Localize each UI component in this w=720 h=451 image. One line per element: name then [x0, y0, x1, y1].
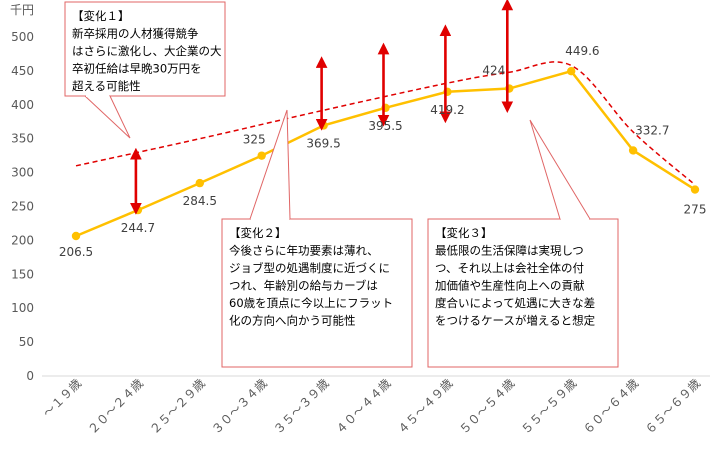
x-tick-label: ～１９歳 — [40, 376, 84, 420]
y-tick-label: 500 — [11, 30, 34, 44]
callout-line: 卒初任給は早晩30万円を — [72, 62, 202, 76]
callout-line: 超える可能性 — [72, 79, 141, 93]
x-tick-label: ３５～３９歳 — [271, 376, 332, 437]
data-labels: 206.5 244.7 284.5 325 369.5 395.5 419.2 424 449.… — [59, 44, 707, 259]
data-label: 275 — [684, 203, 707, 217]
x-tick-label: ６５～６９歳 — [642, 376, 703, 437]
y-tick-label: 50 — [19, 335, 34, 349]
y-axis-unit-label: 千円 — [10, 3, 34, 17]
callout-pointer — [249, 109, 291, 220]
x-tick-label: ４５～４９歳 — [395, 376, 456, 437]
x-tick-label: ６０～６４歳 — [580, 376, 641, 437]
data-label: 449.6 — [565, 44, 599, 58]
salary-point — [628, 146, 638, 155]
x-tick-label: ２５～２９歳 — [147, 376, 208, 437]
salary-point — [71, 231, 81, 241]
x-tick-label: ３０～３４歳 — [209, 376, 270, 437]
y-tick-label: 100 — [11, 301, 34, 315]
callout-1: 【変化１】新卒採用の人材獲得競争はさらに激化し、大企業の大卒初任給は早晩30万円… — [64, 1, 226, 139]
callout-line: をつけるケースが増えると想定 — [435, 314, 596, 328]
data-label: 332.7 — [635, 123, 669, 137]
callout-2: 【変化２】今後さらに年功要素は薄れ、ジョブ型の処遇制度に近づくにつれ、年齢別の給… — [221, 109, 413, 368]
data-label: 424 — [482, 64, 505, 78]
x-tick-label: ５５～５９歳 — [518, 376, 579, 437]
y-tick-label: 150 — [11, 267, 34, 281]
x-tick-label: ２０～２４歳 — [85, 376, 146, 437]
callout-box — [64, 1, 226, 97]
data-label: 206.5 — [59, 245, 93, 259]
callout-pointer — [84, 95, 131, 139]
callout-line: 最低限の生活保障は実現しつ — [435, 244, 584, 258]
callout-line: 60歳を頂点に今以上にフラット — [229, 296, 393, 310]
salary-point — [567, 66, 576, 76]
change-arrows — [130, 0, 514, 215]
callout-line: 度合いによって処遇に大きな差 — [435, 296, 595, 310]
callout-line: 【変化３】 — [435, 226, 493, 240]
y-tick-label: 200 — [11, 233, 34, 247]
callout-line: 新卒採用の人材獲得競争 — [72, 27, 199, 41]
callout-line: 今後さらに年功要素は薄れ、 — [229, 244, 379, 258]
callout-line: つれ、年齢別の給与カーブは — [229, 279, 378, 293]
data-label: 284.5 — [183, 194, 217, 208]
x-axis-ticks: ～１９歳 ２０～２４歳 ２５～２９歳 ３０～３４歳 ３５～３９歳 ４０～４４歳 ４５～４９歳… — [40, 376, 703, 437]
y-tick-label: 250 — [11, 200, 34, 214]
y-tick-label: 350 — [11, 132, 34, 146]
callout-line: はさらに激化し、大企業の大 — [72, 44, 222, 58]
data-label: 325 — [243, 133, 266, 147]
callout-line: 加価値や生産性向上への貢献 — [435, 279, 585, 293]
data-label: 419.2 — [430, 103, 464, 117]
callout-line: 化の方向へ向かう可能性 — [229, 314, 356, 328]
salary-point — [195, 178, 204, 188]
callout-line: 【変化２】 — [229, 226, 287, 240]
y-tick-label: 0 — [26, 369, 34, 383]
data-label: 395.5 — [368, 119, 402, 133]
callout-line: 【変化１】 — [72, 9, 130, 23]
salary-point — [690, 185, 700, 194]
y-tick-label: 400 — [11, 98, 34, 112]
projected-curve — [75, 61, 696, 186]
data-label: 369.5 — [306, 136, 340, 150]
y-tick-label: 450 — [11, 64, 34, 78]
salary-point — [257, 151, 266, 160]
callout-line: ジョブ型の処遇制度に近づくに — [229, 261, 390, 275]
callout-pointer — [529, 119, 591, 220]
x-tick-label: ４０～４４歳 — [333, 376, 394, 437]
callouts: 【変化１】新卒採用の人材獲得競争はさらに激化し、大企業の大卒初任給は早晩30万円… — [64, 1, 619, 368]
x-tick-label: ５０～５４歳 — [457, 376, 518, 437]
callout-box — [221, 218, 413, 368]
projected-curve-line — [75, 61, 696, 186]
y-axis-ticks: 0 50 100 150 200 250 300 350 400 450 500 — [11, 30, 34, 383]
callout-box — [427, 218, 619, 368]
callout-line: つ、それ以上は会社全体の付 — [435, 261, 584, 275]
callout-3: 【変化３】最低限の生活保障は実現しつつ、それ以上は会社全体の付加価値や生産性向上… — [427, 119, 619, 368]
y-tick-label: 300 — [11, 166, 34, 180]
data-label: 244.7 — [121, 221, 155, 235]
